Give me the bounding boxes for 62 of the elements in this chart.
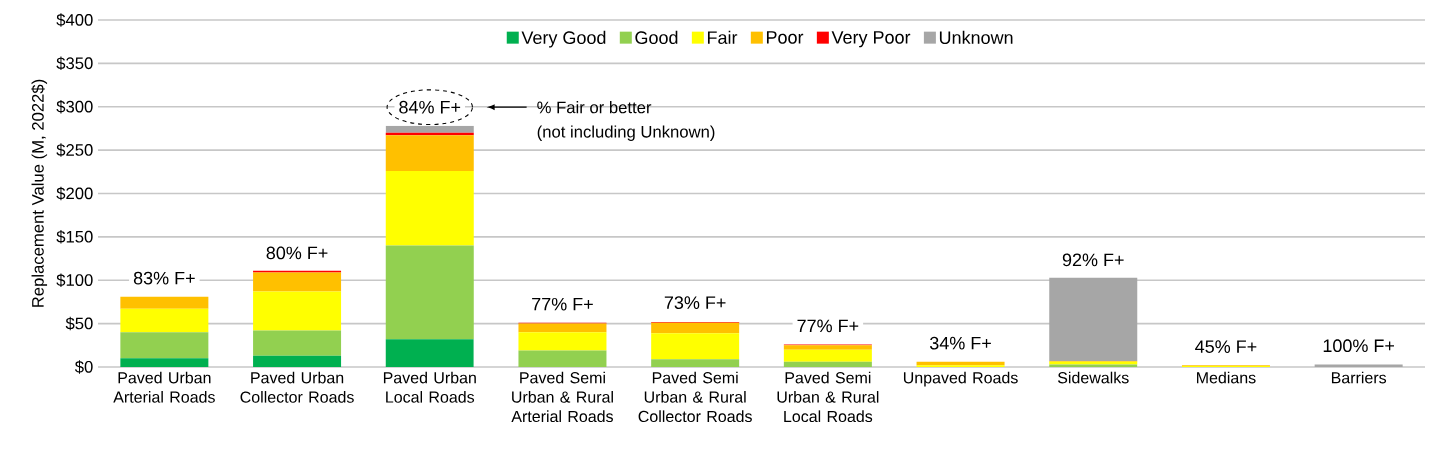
legend-label: Very Good: [521, 30, 606, 48]
bar: [518, 332, 607, 351]
bar: [253, 330, 342, 356]
y-tick-label: $300: [56, 100, 93, 114]
bar: [120, 296, 209, 309]
bar: [385, 135, 474, 171]
y-tick-label: $200: [56, 186, 93, 201]
bar: [518, 323, 607, 333]
bar: [1049, 277, 1138, 361]
annotation: 92% F+: [1062, 253, 1124, 267]
bar: [253, 355, 342, 367]
x-tick-label: Paved Urban Local Roads: [383, 371, 476, 403]
y-tick-label: $0: [74, 360, 93, 374]
legend-label: Very Poor: [831, 31, 911, 48]
y-tick-label: $400: [56, 13, 93, 27]
y-tick-label: $100: [56, 273, 93, 287]
annotation: 84% F+: [399, 100, 461, 114]
bar: [385, 245, 474, 340]
bar: [783, 361, 872, 367]
bar: [651, 359, 740, 367]
bar: [385, 125, 474, 133]
annotation: 77% F+: [532, 297, 593, 311]
bar: [120, 332, 209, 359]
bar: [651, 333, 740, 360]
x-tick-label: Barriers: [1331, 371, 1387, 384]
bar: [385, 339, 474, 367]
x-tick-label: Paved Semi Urban & Rural Collector Roads: [638, 371, 752, 423]
x-tick-label: Unpaved Roads: [903, 371, 1018, 387]
bar: [253, 291, 342, 331]
annotation: 45% F+: [1195, 340, 1257, 353]
legend-label: Good: [635, 30, 678, 45]
bar: [651, 322, 740, 334]
x-tick-label: Paved Semi Urban & Rural Local Roads: [777, 371, 879, 423]
annotation: 83% F+: [133, 271, 195, 285]
legend-label: Unknown: [939, 30, 1013, 45]
legend-label: Fair: [707, 30, 738, 45]
bar: [783, 345, 872, 350]
y-tick-label: $350: [56, 56, 93, 71]
y-tick-label: $250: [56, 143, 93, 157]
x-tick-label: Paved Urban Arterial Roads: [113, 371, 215, 403]
bar: [385, 170, 474, 246]
bar: [253, 272, 342, 292]
annotation: 80% F+: [266, 246, 328, 260]
x-tick-label: Sidewalks: [1057, 371, 1129, 384]
bar: [783, 349, 872, 362]
bar: [120, 308, 209, 333]
bar: [518, 350, 607, 367]
legend-label: Poor: [766, 31, 804, 44]
bar: [1314, 364, 1403, 367]
x-tick-label: Paved Semi Urban & Rural Arterial Roads: [511, 371, 613, 423]
annotation: % Fair or better: [537, 101, 652, 114]
y-axis-title: Replacement Value (M, 2022$): [31, 79, 48, 307]
annotation: 34% F+: [929, 336, 991, 350]
annotation: 100% F+: [1323, 339, 1395, 353]
y-tick-label: $150: [56, 230, 93, 244]
x-tick-label: Medians: [1197, 371, 1256, 384]
annotation: 77% F+: [797, 319, 859, 333]
y-tick-label: $50: [65, 316, 93, 331]
annotation: 73% F+: [664, 296, 726, 309]
annotation: (not including Unknown): [537, 125, 715, 141]
bar: [120, 358, 209, 367]
x-tick-label: Paved Urban Collector Roads: [240, 371, 354, 403]
